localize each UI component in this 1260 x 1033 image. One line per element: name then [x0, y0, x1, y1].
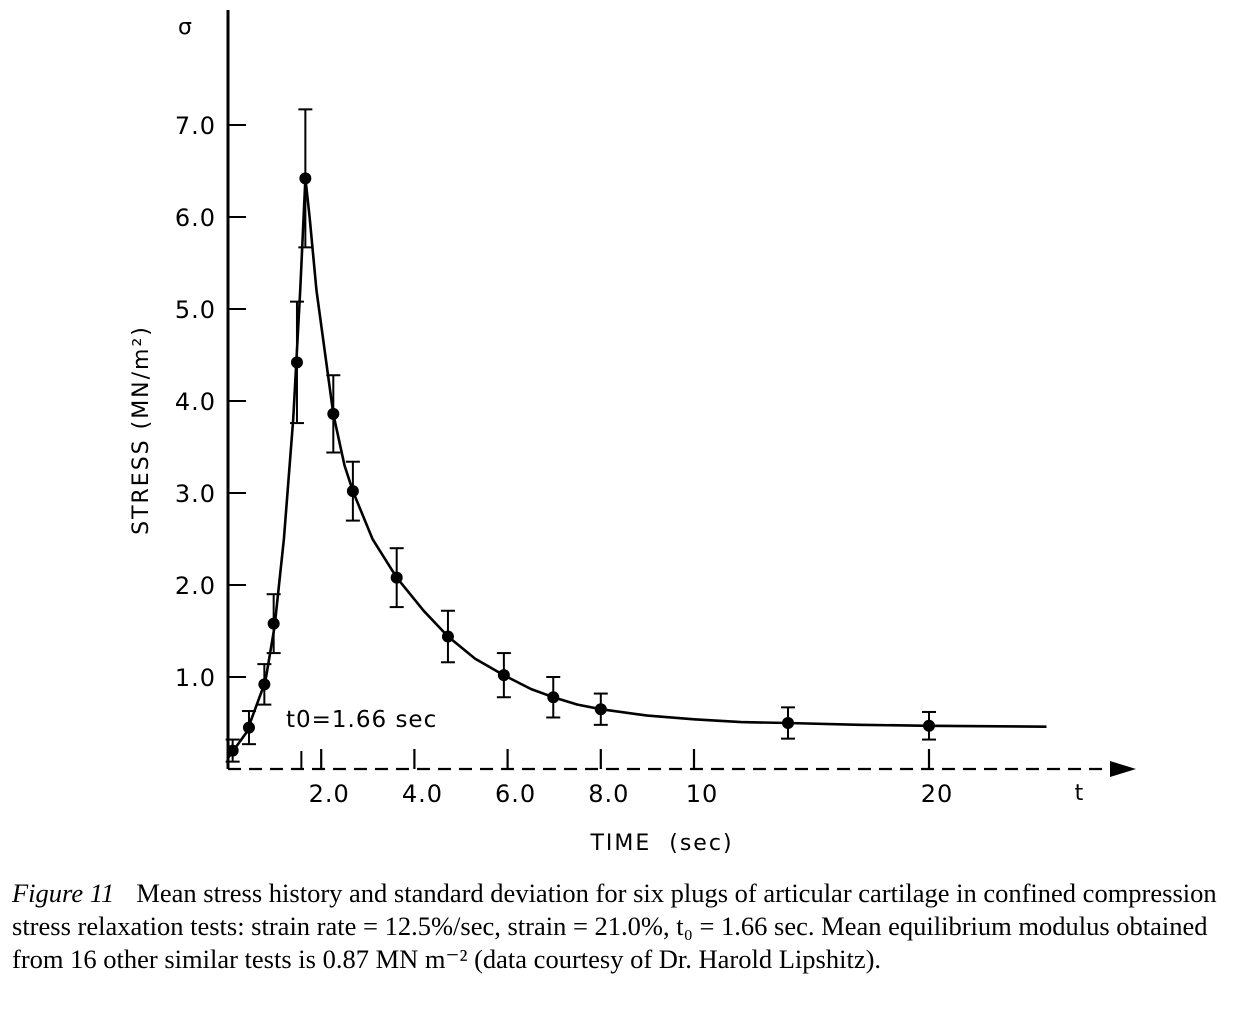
chart-axes	[226, 10, 1136, 777]
x-tick-label: 10	[686, 780, 719, 808]
x-tick-label: 8.0	[588, 780, 629, 808]
y-tick-label: 1.0	[175, 664, 216, 692]
t0-annotation: t0=1.66 sec	[286, 707, 437, 733]
data-point	[225, 738, 240, 763]
data-point	[241, 710, 256, 746]
data-marker	[441, 630, 454, 643]
y-tick-label: 5.0	[175, 296, 216, 324]
data-marker	[547, 691, 560, 704]
data-marker	[242, 721, 255, 734]
data-point	[289, 300, 304, 425]
data-point	[546, 676, 561, 719]
y-tick-label: 3.0	[175, 480, 216, 508]
x-axis-ticks: 2.0 4.0 6.0 8.0 10 20	[300, 749, 954, 808]
figure-label: Figure 11	[12, 878, 115, 908]
y-tick-label: 4.0	[175, 388, 216, 416]
data-point	[298, 108, 313, 249]
x-axis-label: TIME (sec)	[589, 831, 733, 856]
y-tick-label: 6.0	[175, 204, 216, 232]
y-tick-label: 7.0	[175, 112, 216, 140]
x-tick-label: 20	[921, 780, 954, 808]
data-point	[496, 652, 511, 699]
data-marker	[346, 485, 359, 498]
x-axis-end-label: t	[1075, 781, 1086, 806]
x-tick-label: 2.0	[309, 780, 350, 808]
x-tick-label: 4.0	[402, 780, 443, 808]
data-point	[257, 663, 272, 706]
data-marker	[390, 571, 403, 584]
figure-caption: Figure 11 Mean stress history and standar…	[12, 877, 1252, 976]
fit-curve	[226, 177, 1047, 759]
data-marker	[327, 407, 340, 420]
data-marker	[290, 356, 303, 369]
data-marker	[923, 719, 935, 732]
data-marker	[267, 617, 280, 630]
fit-curve-layer	[226, 177, 1047, 759]
y-axis-symbol: σ	[178, 15, 194, 40]
data-point	[781, 706, 795, 740]
y-axis-label: STRESS (MN/m²)	[129, 325, 154, 535]
data-point	[593, 692, 608, 726]
y-axis-ticks: 1.0 2.0 3.0 4.0 5.0 6.0 7.0	[175, 112, 246, 692]
caption-text: Mean stress history and standard deviati…	[12, 878, 1217, 974]
data-point	[922, 710, 936, 741]
data-marker	[299, 172, 312, 185]
data-marker	[782, 717, 794, 729]
data-marker	[497, 669, 510, 682]
data-points-layer	[225, 108, 936, 763]
data-marker	[258, 678, 271, 691]
x-axis-arrow	[1110, 761, 1136, 777]
data-marker	[226, 744, 239, 757]
data-point	[266, 593, 281, 655]
stress-time-chart: 1.0 2.0 3.0 4.0 5.0 6.0 7.0 2.0 4.0 6.0 8.0 10 20 σ…	[129, 10, 1136, 856]
y-tick-label: 2.0	[175, 572, 216, 600]
x-tick-label: 6.0	[495, 780, 536, 808]
data-point	[326, 374, 341, 454]
data-point	[440, 609, 455, 664]
data-point	[345, 460, 360, 522]
data-point	[389, 547, 404, 609]
data-marker	[594, 703, 607, 716]
